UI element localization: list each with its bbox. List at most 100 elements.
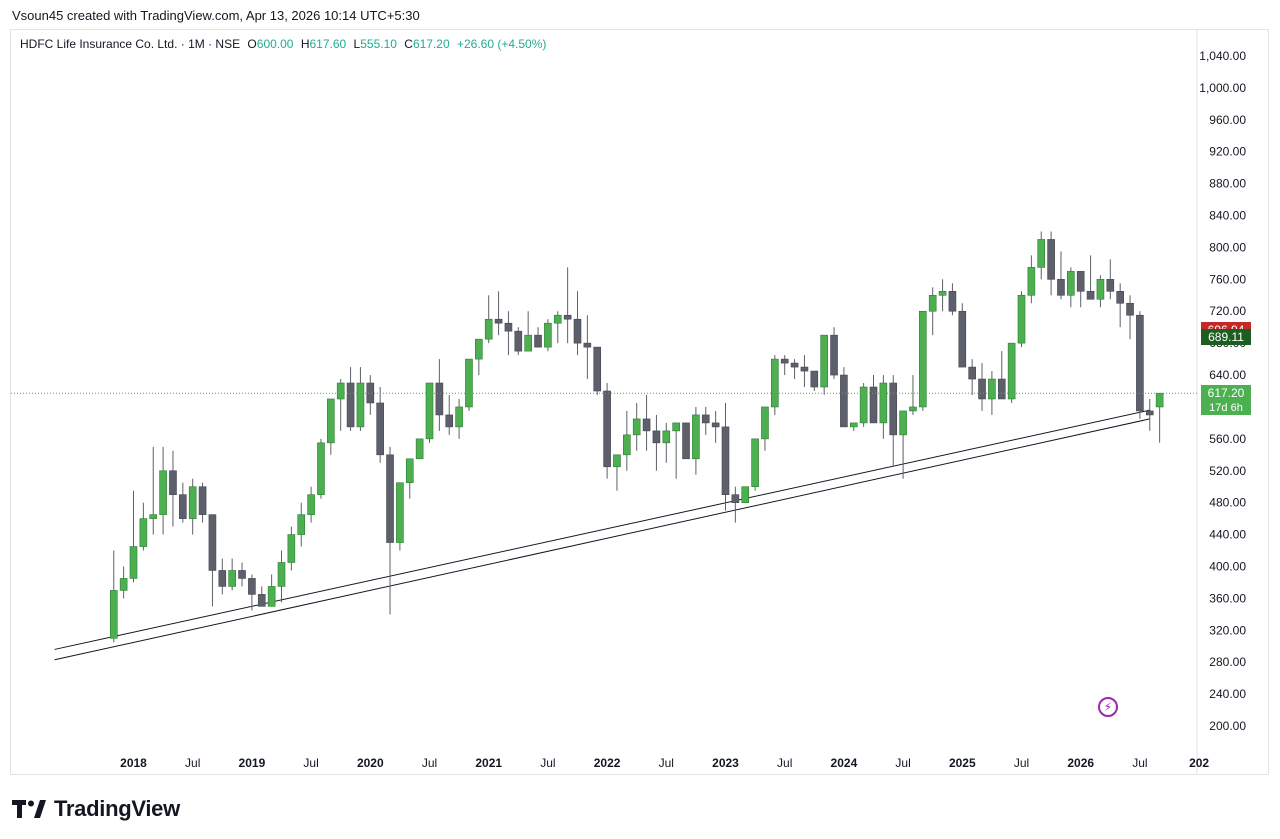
candle	[356, 367, 365, 431]
candle	[1076, 271, 1085, 308]
candle	[475, 338, 483, 376]
candle	[1086, 255, 1095, 300]
candle	[238, 562, 246, 587]
candle-body	[366, 382, 375, 404]
candle	[1136, 311, 1144, 419]
candle-body	[583, 342, 592, 348]
candle	[228, 558, 236, 591]
candle	[1116, 283, 1124, 328]
candle-body	[701, 414, 710, 424]
candle	[386, 446, 394, 615]
price-axis-label: 520.00	[1209, 464, 1246, 478]
candle	[761, 406, 769, 451]
candle	[800, 355, 809, 388]
candle	[514, 327, 523, 356]
time-axis-label: 202	[1189, 756, 1209, 770]
legend-change: +26.60 (+4.50%)	[456, 37, 547, 51]
tradingview-brand[interactable]: TradingView	[12, 796, 180, 822]
candle-body	[919, 310, 927, 408]
candle	[366, 375, 375, 415]
candle-body	[909, 406, 917, 412]
price-axis-label: 360.00	[1209, 591, 1246, 605]
candle-body	[840, 374, 848, 428]
candle	[435, 359, 444, 431]
candle	[820, 334, 828, 395]
legend-low-label: L	[353, 37, 361, 51]
candle-body	[968, 366, 976, 380]
candle-body	[445, 414, 454, 428]
candle	[1155, 392, 1164, 443]
legend-low-value: 555.10	[360, 37, 397, 51]
candle-body	[593, 346, 602, 392]
candle-body	[396, 482, 404, 543]
time-axis-label: Jul	[659, 756, 674, 770]
candle	[1007, 342, 1016, 403]
candle-body	[208, 514, 217, 571]
candle	[1126, 295, 1134, 340]
candle-body	[603, 390, 611, 468]
candle	[938, 279, 947, 312]
candle-body	[317, 442, 325, 495]
candle	[445, 394, 454, 435]
candle-body	[761, 406, 769, 440]
candle-body	[287, 534, 296, 563]
price-axis-label: 400.00	[1209, 559, 1246, 573]
candle-body	[978, 378, 986, 400]
candle	[504, 311, 513, 356]
price-axis-label: 920.00	[1209, 145, 1246, 159]
candle-body	[928, 294, 937, 312]
candle-body	[1106, 279, 1115, 292]
candle-body	[899, 410, 907, 436]
candle-body	[159, 470, 167, 515]
candle-body	[938, 290, 947, 296]
candle-body	[692, 414, 700, 460]
candle-body	[662, 430, 671, 444]
candle	[188, 478, 197, 535]
candle	[307, 486, 315, 523]
candle-body	[830, 334, 838, 376]
candle-body	[277, 562, 286, 587]
candle	[780, 355, 789, 376]
candle	[248, 574, 256, 611]
symbol-legend[interactable]: HDFC Life Insurance Co. Ltd. · 1M · NSE …	[20, 37, 546, 51]
candle	[682, 422, 690, 460]
price-axis-label: 960.00	[1209, 113, 1246, 127]
candle-body	[346, 382, 355, 428]
candle	[623, 410, 631, 471]
trendline-1	[54, 409, 1150, 650]
candle	[869, 375, 878, 424]
candle	[790, 359, 799, 380]
price-axis-label: 480.00	[1209, 496, 1246, 510]
price-axis-label: 1,000.00	[1199, 81, 1246, 95]
candle	[1145, 398, 1154, 431]
candle-body	[119, 578, 128, 591]
candle	[958, 303, 967, 368]
candle-body	[879, 382, 888, 424]
legend-close-value: 617.20	[412, 37, 450, 51]
price-axis-label: 560.00	[1209, 432, 1246, 446]
bar-countdown: 17d 6h	[1201, 401, 1251, 416]
candle	[346, 367, 355, 431]
candle	[455, 398, 463, 439]
chart-caption: Vsoun45 created with TradingView.com, Ap…	[12, 8, 420, 23]
candle	[218, 558, 227, 595]
candle	[139, 502, 148, 551]
candle	[593, 346, 602, 395]
candle	[1017, 291, 1026, 348]
candle	[1047, 231, 1055, 296]
lightning-icon[interactable]: ⚡	[1098, 697, 1118, 717]
candle	[632, 402, 641, 451]
candle-body	[169, 470, 177, 495]
candle	[297, 502, 306, 547]
candle-body	[336, 382, 345, 400]
candle-body	[849, 422, 858, 428]
candle-body	[405, 458, 414, 484]
candle-body	[741, 486, 750, 503]
candle-body	[455, 406, 463, 428]
time-axis-label: Jul	[895, 756, 910, 770]
candle	[948, 283, 957, 316]
candle	[484, 295, 493, 344]
candle	[494, 291, 503, 336]
time-axis-labels: 2018 Jul 2019 Jul 2020 Jul 2021 Jul 2022 Jul 2023 J…	[120, 756, 1209, 770]
